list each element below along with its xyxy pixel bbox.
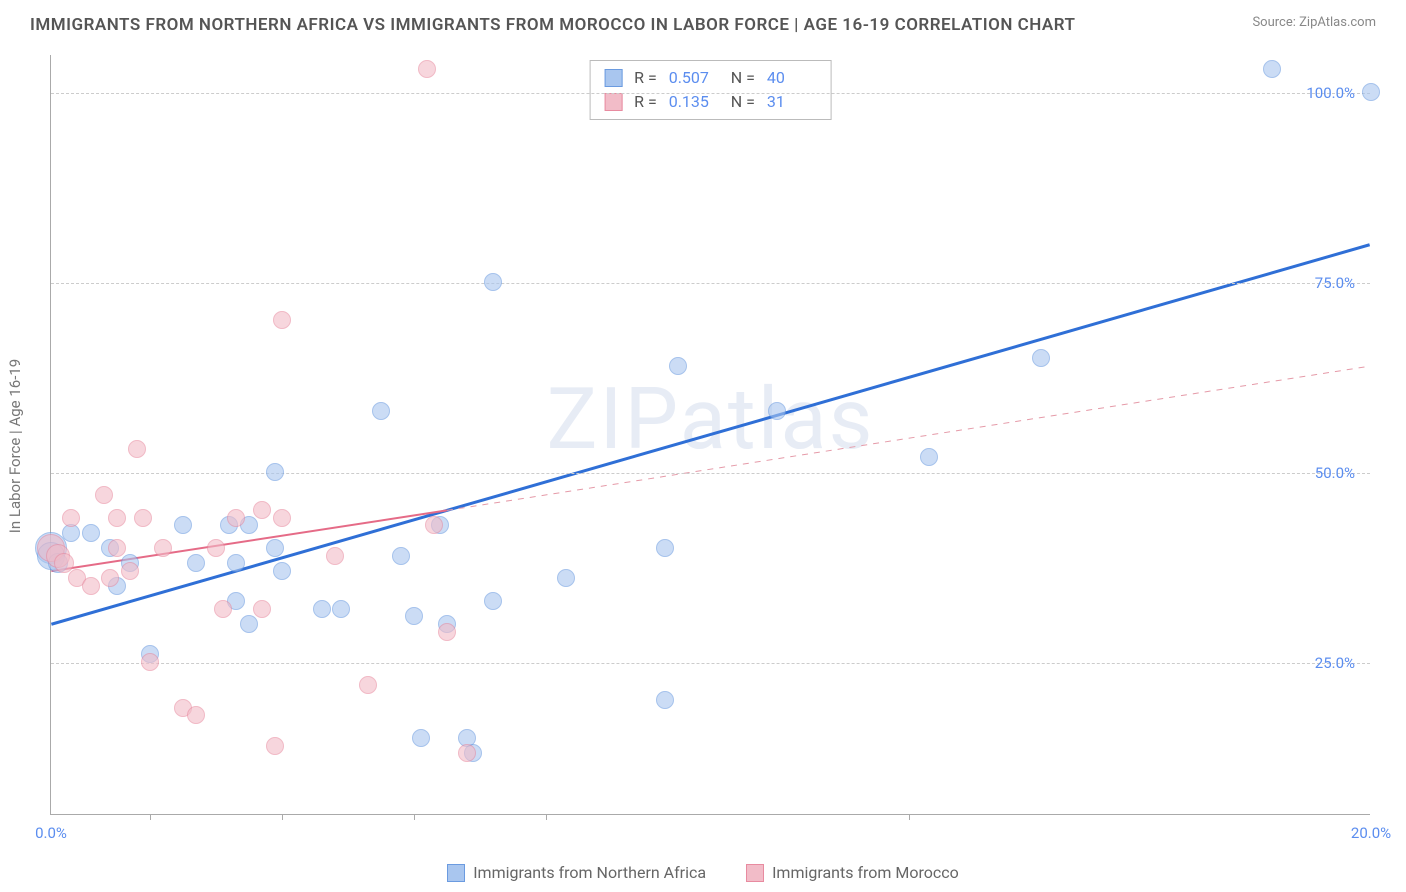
data-point-northern_africa bbox=[669, 357, 687, 375]
gridline-h bbox=[51, 283, 1370, 284]
data-point-northern_africa bbox=[768, 402, 786, 420]
legend-label: Immigrants from Morocco bbox=[772, 863, 959, 882]
data-point-northern_africa bbox=[557, 569, 575, 587]
legend-item: Immigrants from Morocco bbox=[746, 863, 959, 882]
y-axis-title: In Labor Force | Age 16-19 bbox=[6, 359, 24, 533]
data-point-northern_africa bbox=[227, 554, 245, 572]
stat-r-label: R = bbox=[634, 66, 657, 90]
y-tick-label: 25.0% bbox=[1315, 654, 1355, 672]
data-point-morocco bbox=[95, 486, 113, 504]
legend-swatch-icon bbox=[447, 864, 465, 882]
legend-swatch-icon bbox=[604, 69, 622, 87]
stats-legend-box: R =0.507N =40R =0.135N =31 bbox=[589, 60, 832, 120]
data-point-morocco bbox=[154, 539, 172, 557]
data-point-morocco bbox=[227, 509, 245, 527]
header-row: IMMIGRANTS FROM NORTHERN AFRICA VS IMMIG… bbox=[0, 0, 1406, 40]
data-point-morocco bbox=[82, 577, 100, 595]
data-point-morocco bbox=[108, 539, 126, 557]
gridline-h bbox=[51, 663, 1370, 664]
data-point-morocco bbox=[187, 706, 205, 724]
data-point-northern_africa bbox=[392, 547, 410, 565]
chart-title: IMMIGRANTS FROM NORTHERN AFRICA VS IMMIG… bbox=[30, 15, 1075, 35]
data-point-northern_africa bbox=[372, 402, 390, 420]
data-point-morocco bbox=[108, 509, 126, 527]
data-point-northern_africa bbox=[484, 592, 502, 610]
legend-swatch-icon bbox=[746, 864, 764, 882]
data-point-morocco bbox=[326, 547, 344, 565]
data-point-morocco bbox=[458, 744, 476, 762]
data-point-northern_africa bbox=[656, 691, 674, 709]
source-credit: Source: ZipAtlas.com bbox=[1252, 15, 1376, 30]
x-tick-minor bbox=[150, 814, 151, 820]
stat-n-label: N = bbox=[731, 66, 755, 90]
trend-lines-layer bbox=[51, 55, 1370, 814]
gridline-h bbox=[51, 93, 1370, 94]
legend-label: Immigrants from Northern Africa bbox=[473, 863, 706, 882]
data-point-northern_africa bbox=[405, 607, 423, 625]
data-point-northern_africa bbox=[484, 273, 502, 291]
x-tick-label: 0.0% bbox=[35, 824, 67, 842]
y-tick-label: 100.0% bbox=[1306, 84, 1355, 102]
data-point-morocco bbox=[101, 569, 119, 587]
data-point-northern_africa bbox=[656, 539, 674, 557]
data-point-northern_africa bbox=[1263, 60, 1281, 78]
data-point-northern_africa bbox=[273, 562, 291, 580]
source-label: Source: bbox=[1252, 15, 1295, 30]
data-point-northern_africa bbox=[174, 516, 192, 534]
legend-item: Immigrants from Northern Africa bbox=[447, 863, 706, 882]
y-tick-label: 75.0% bbox=[1315, 274, 1355, 292]
trend-line bbox=[51, 245, 1369, 625]
data-point-northern_africa bbox=[266, 539, 284, 557]
y-tick-label: 50.0% bbox=[1315, 464, 1355, 482]
stats-row: R = 0.507 N = 40 bbox=[604, 66, 817, 90]
data-point-northern_africa bbox=[82, 524, 100, 542]
data-point-morocco bbox=[425, 516, 443, 534]
data-point-northern_africa bbox=[920, 448, 938, 466]
source-name: ZipAtlas.com bbox=[1299, 15, 1376, 30]
x-tick-minor bbox=[546, 814, 547, 820]
data-point-northern_africa bbox=[1032, 349, 1050, 367]
data-point-morocco bbox=[128, 440, 146, 458]
data-point-morocco bbox=[214, 600, 232, 618]
gridline-h bbox=[51, 473, 1370, 474]
data-point-northern_africa bbox=[313, 600, 331, 618]
data-point-morocco bbox=[359, 676, 377, 694]
data-point-morocco bbox=[134, 509, 152, 527]
data-point-northern_africa bbox=[240, 615, 258, 633]
data-point-northern_africa bbox=[187, 554, 205, 572]
data-point-morocco bbox=[438, 623, 456, 641]
x-tick-minor bbox=[414, 814, 415, 820]
scatter-plot-area: ZIPatlas R =0.507N =40R =0.135N =31 25.0… bbox=[50, 55, 1370, 815]
data-point-northern_africa bbox=[266, 463, 284, 481]
watermark-text: ZIPatlas bbox=[546, 369, 874, 469]
data-point-morocco bbox=[418, 60, 436, 78]
data-point-morocco bbox=[266, 737, 284, 755]
x-tick-minor bbox=[282, 814, 283, 820]
data-point-morocco bbox=[253, 600, 271, 618]
data-point-morocco bbox=[62, 509, 80, 527]
data-point-morocco bbox=[207, 539, 225, 557]
legend-swatch-icon bbox=[604, 93, 622, 111]
stat-n-value: 40 bbox=[767, 66, 817, 90]
stat-r-value: 0.507 bbox=[669, 66, 719, 90]
data-point-northern_africa bbox=[412, 729, 430, 747]
x-tick-label: 20.0% bbox=[1351, 824, 1391, 842]
series-legend: Immigrants from Northern Africa Immigrant… bbox=[0, 863, 1406, 882]
data-point-morocco bbox=[141, 653, 159, 671]
x-tick-minor bbox=[909, 814, 910, 820]
trend-line bbox=[447, 366, 1370, 510]
data-point-morocco bbox=[253, 501, 271, 519]
data-point-morocco bbox=[273, 509, 291, 527]
data-point-northern_africa bbox=[1362, 83, 1380, 101]
data-point-northern_africa bbox=[332, 600, 350, 618]
data-point-morocco bbox=[121, 562, 139, 580]
data-point-morocco bbox=[273, 311, 291, 329]
